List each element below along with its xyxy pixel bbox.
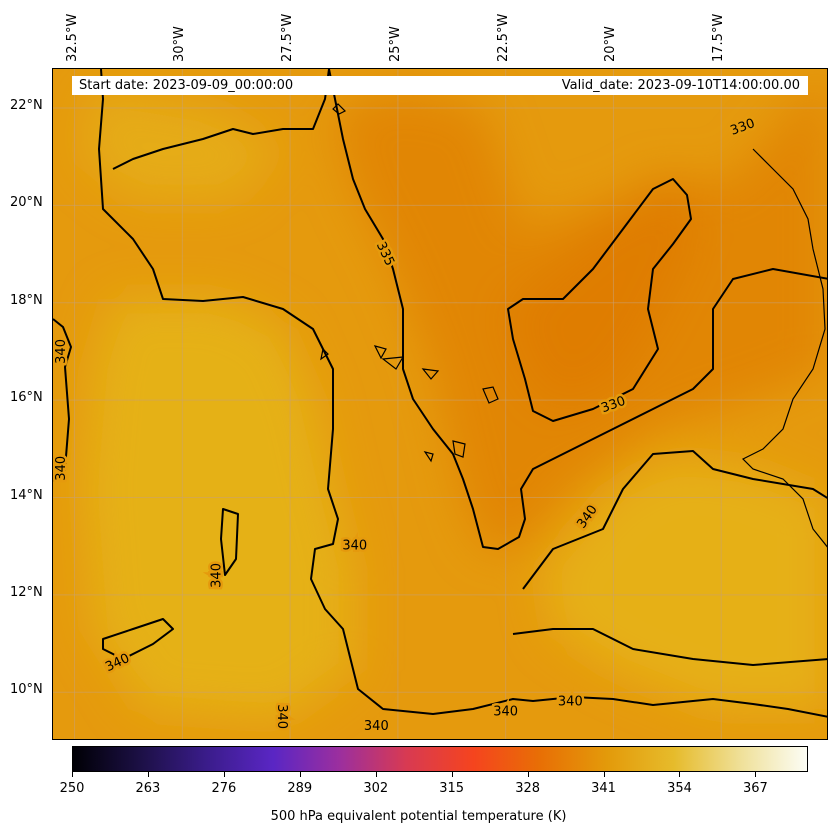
colorbar	[72, 746, 808, 772]
lat-tick-label: 16°N	[10, 390, 43, 406]
colorbar-tick	[223, 772, 225, 777]
colorbar-tick	[375, 772, 377, 777]
contour-label-halo: 340	[493, 704, 518, 719]
contour-label-halo: 340	[558, 695, 583, 710]
contour-label: 340	[342, 539, 367, 554]
contour-label-halo: 340	[274, 704, 289, 729]
colorbar-tick-label: 263	[135, 781, 161, 796]
map-panel[interactable]: 330 330 335 335 330 330 340 340 340 340 340 340 340 3…	[52, 68, 828, 740]
lat-tick-label: 10°N	[10, 682, 43, 698]
colorbar-tick	[451, 772, 453, 777]
contour-330-n	[328, 69, 827, 550]
start-date-label: Start date: 2023-09-09_00:00:00	[79, 78, 294, 93]
colorbar-tick-label: 354	[667, 781, 692, 796]
lon-tick-label: 32.5°W	[64, 13, 80, 62]
contour-label: 340	[209, 563, 224, 588]
contour-340-sw	[102, 618, 174, 660]
colorbar-tick-label: 328	[515, 781, 541, 796]
contour-label: 340	[493, 704, 518, 719]
colorbar-tick-label: 276	[211, 781, 237, 796]
colorbar-tick	[299, 772, 301, 777]
field-shading	[83, 71, 827, 719]
contour-label-halo: 340	[54, 456, 69, 481]
colorbar-tick-label: 341	[591, 781, 616, 796]
lon-tick-label: 22.5°W	[495, 13, 511, 62]
colorbar-tick	[72, 772, 73, 777]
colorbar-tick	[755, 772, 757, 777]
lat-tick-label: 14°N	[10, 487, 43, 503]
colorbar-tick-label: 367	[743, 781, 768, 796]
contour-335-mid	[53, 318, 72, 482]
contour-label: 340	[364, 719, 389, 734]
contour-340-s	[512, 628, 827, 666]
contour-330-center	[507, 178, 692, 422]
lat-tick-label: 22°N	[10, 97, 43, 113]
colorbar-title: 500 hPa equivalent potential temperature…	[270, 809, 567, 824]
coastline	[320, 103, 827, 548]
contour-335-west	[98, 69, 827, 718]
lon-tick-label: 25°W	[387, 26, 403, 62]
contour-label: 340	[54, 339, 69, 364]
lat-tick-label: 20°N	[10, 195, 43, 211]
lon-tick-label: 27.5°W	[280, 13, 296, 62]
contour-label-halo: 340	[342, 539, 367, 554]
colorbar-tick-label: 250	[59, 781, 85, 796]
contour-label: 340	[54, 456, 69, 481]
valid-date-label: Valid_date: 2023-09-10T14:00:00.00	[561, 78, 800, 93]
colorbar-tick-label: 289	[287, 781, 313, 796]
colorbar-tick	[147, 772, 149, 777]
lat-tick-label: 12°N	[10, 584, 43, 600]
contours	[53, 69, 827, 718]
lat-tick-label: 18°N	[10, 292, 43, 308]
colorbar-tick-label: 302	[363, 781, 389, 796]
colorbar-gradient	[73, 747, 807, 771]
contour-335-core	[112, 69, 330, 170]
colorbar-tick-label: 315	[439, 781, 465, 796]
contour-340-se	[522, 450, 827, 590]
contour-label: 340	[558, 695, 583, 710]
contour-340-isl	[220, 508, 239, 576]
contour-label-halo: 340	[364, 719, 389, 734]
lon-tick-label: 17.5°W	[711, 13, 727, 62]
contour-label: 340	[274, 704, 289, 729]
lon-tick-label: 20°W	[603, 26, 619, 62]
gridlines	[53, 69, 827, 739]
colorbar-tick	[527, 772, 529, 777]
lon-tick-label: 30°W	[172, 26, 188, 62]
colorbar-tick	[679, 772, 681, 777]
info-bar: Start date: 2023-09-09_00:00:00 Valid_da…	[72, 76, 808, 95]
contour-label-halo: 340	[209, 563, 224, 588]
contour-label-halo: 340	[54, 339, 69, 364]
colorbar-tick	[603, 772, 605, 777]
